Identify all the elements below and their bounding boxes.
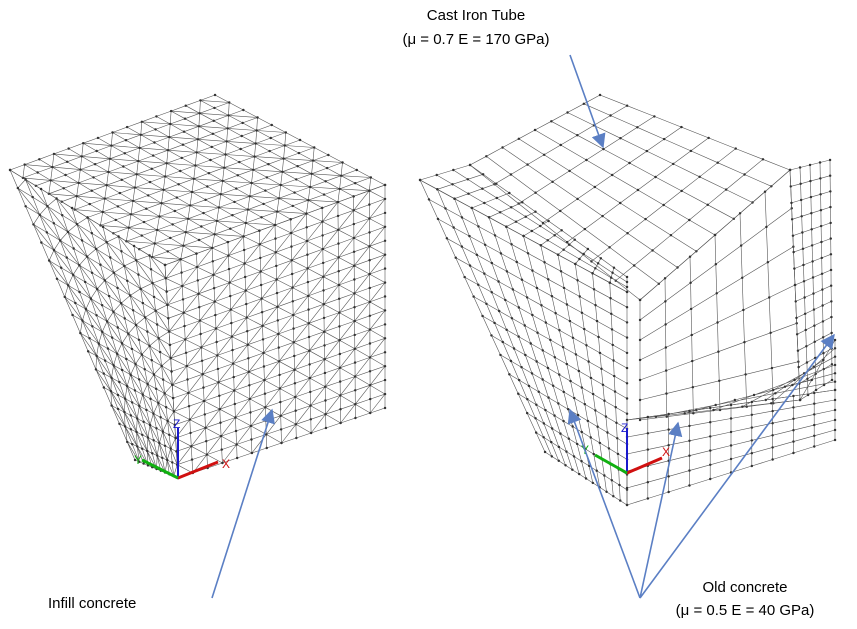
label-props: (μ = 0.7 E = 170 GPa) [402, 31, 549, 48]
mesh-face [165, 185, 385, 478]
axis-triad-left: Z X Y [134, 417, 230, 478]
z-label: Z [621, 421, 628, 435]
mesh-face [627, 390, 835, 505]
mesh-nodes [640, 170, 800, 420]
mesh-group [10, 95, 835, 505]
arrow [570, 55, 603, 147]
label-props: (μ = 0.5 E = 40 GPa) [676, 602, 815, 619]
x-axis [178, 462, 218, 478]
y-label: Y [134, 453, 142, 467]
label-infill: Infill concrete [48, 595, 136, 612]
x-axis [627, 458, 662, 473]
mesh-face [640, 170, 800, 420]
mesh-nodes [790, 160, 832, 400]
label-title: Old concrete [702, 579, 787, 596]
x-label: X [222, 457, 230, 471]
z-label: Z [173, 417, 180, 431]
axis-triad-right: Z X Y [581, 421, 670, 473]
label-title: Cast Iron Tube [427, 7, 525, 24]
figure: Z X Y Z X Y Cast Iron Tube (μ = 0.7 E = … [0, 0, 857, 629]
mesh-face [10, 95, 385, 265]
x-label: X [662, 445, 670, 459]
